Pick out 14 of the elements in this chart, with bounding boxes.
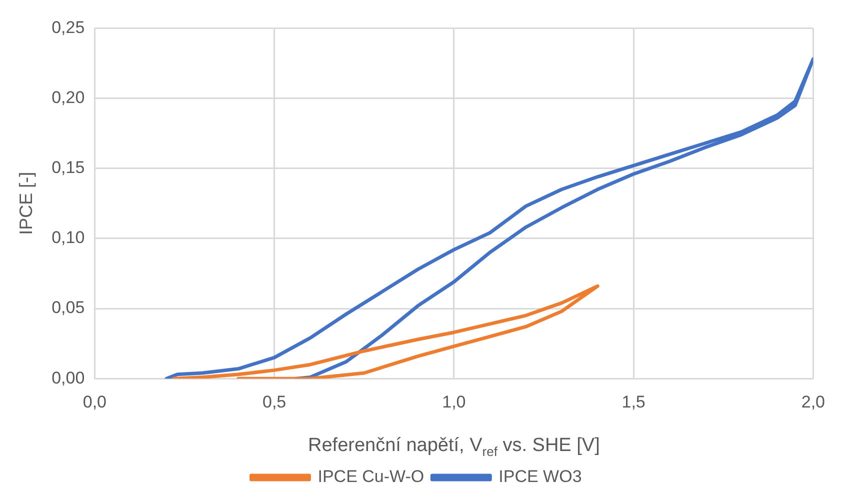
y-tick-label: 0,15 — [52, 158, 85, 178]
y-tick-label: 0,10 — [52, 228, 85, 248]
x-tick-label: 1,0 — [442, 392, 466, 412]
x-tick-label: 0,0 — [82, 392, 107, 412]
y-axis-title: IPCE [-] — [16, 172, 36, 235]
legend-label: IPCE Cu-W-O — [318, 467, 424, 486]
x-tick-label: 0,5 — [262, 392, 286, 412]
y-tick-label: 0,05 — [52, 298, 85, 318]
x-tick-label: 1,5 — [622, 392, 646, 412]
y-tick-label: 0,00 — [52, 368, 85, 388]
legend-label: IPCE WO3 — [498, 467, 582, 486]
y-tick-label: 0,25 — [52, 18, 85, 37]
x-tick-label: 2,0 — [801, 392, 826, 412]
y-tick-label: 0,20 — [52, 88, 85, 107]
